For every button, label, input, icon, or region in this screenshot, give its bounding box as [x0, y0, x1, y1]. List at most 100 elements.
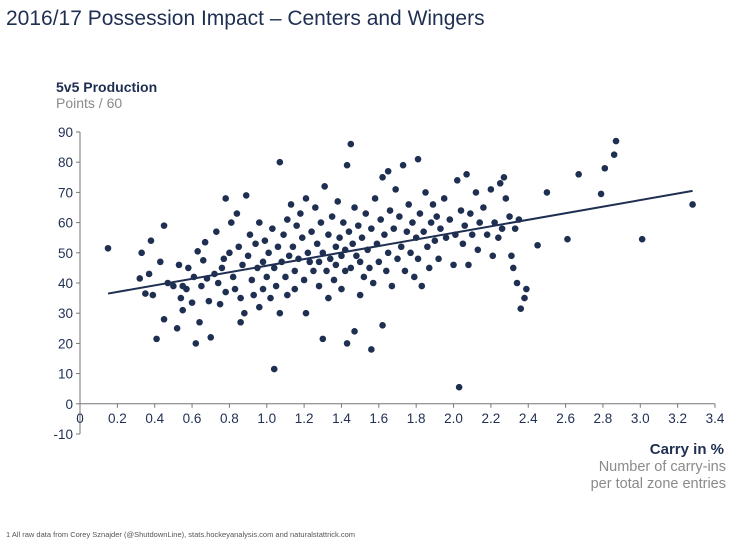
data-point: [270, 365, 278, 373]
y-tick-label: 0: [65, 397, 73, 412]
y-tick-label: 90: [58, 125, 73, 140]
data-point: [237, 294, 244, 302]
data-point: [534, 241, 541, 249]
data-point: [145, 270, 153, 278]
data-point: [302, 195, 310, 202]
data-point: [220, 255, 228, 263]
data-point: [255, 219, 263, 226]
data-point: [205, 297, 213, 305]
data-point: [276, 158, 284, 166]
x-axis-subtitle-line-2: per total zone entries: [590, 476, 726, 492]
data-point: [351, 328, 358, 335]
data-point: [160, 222, 168, 229]
data-point: [382, 267, 390, 275]
data-point: [291, 267, 299, 275]
data-point: [248, 276, 256, 284]
data-point: [354, 222, 362, 229]
data-point: [291, 285, 299, 293]
data-point: [177, 294, 185, 302]
data-point: [487, 186, 495, 193]
data-point: [284, 291, 291, 299]
data-point: [356, 258, 364, 266]
data-point: [183, 285, 190, 293]
x-tick-label: 3.0: [631, 411, 650, 426]
data-point: [379, 321, 386, 329]
data-point: [289, 243, 297, 251]
data-point: [509, 264, 517, 272]
data-point: [199, 257, 207, 264]
data-point: [276, 309, 284, 317]
data-point: [450, 261, 457, 269]
data-point: [343, 161, 351, 169]
x-tick-label: 2.2: [481, 411, 500, 426]
data-point: [407, 249, 414, 257]
data-point: [366, 264, 373, 272]
data-point: [575, 170, 582, 178]
data-point: [312, 204, 319, 211]
data-point: [405, 201, 413, 208]
data-point: [332, 261, 340, 269]
data-point: [353, 252, 360, 260]
data-point: [476, 219, 483, 226]
data-point: [502, 195, 510, 202]
data-point: [319, 335, 327, 343]
data-point: [242, 192, 250, 199]
y-tick-label: 20: [58, 336, 73, 351]
data-point: [282, 273, 289, 281]
y-tick-label: 70: [58, 185, 73, 200]
data-point: [222, 288, 229, 296]
x-axis-title: Carry in %: [649, 441, 724, 458]
data-point: [375, 258, 383, 266]
data-point: [261, 237, 269, 245]
data-point: [521, 294, 528, 302]
data-point: [338, 285, 345, 293]
data-point: [298, 234, 306, 241]
data-point: [347, 264, 355, 272]
data-point: [384, 249, 392, 257]
data-point: [523, 285, 530, 293]
data-point: [474, 246, 482, 254]
x-tick-label: 0.8: [220, 411, 239, 426]
data-point: [160, 315, 168, 323]
data-point: [461, 222, 469, 229]
data-point: [427, 219, 435, 226]
data-point: [465, 261, 472, 269]
data-point: [265, 249, 272, 257]
data-point: [308, 228, 315, 235]
data-point: [213, 228, 220, 235]
y-tick-label: 50: [58, 246, 73, 261]
data-point: [384, 167, 392, 175]
data-point: [259, 258, 267, 266]
data-point: [323, 267, 330, 275]
data-point: [543, 189, 551, 196]
data-point: [437, 225, 444, 232]
data-point: [192, 340, 200, 347]
data-point: [411, 273, 418, 281]
data-point: [326, 255, 334, 263]
data-point: [332, 243, 340, 251]
x-tick-label: 0.4: [145, 411, 164, 426]
data-point: [498, 225, 506, 232]
data-point: [472, 189, 480, 196]
data-point: [414, 255, 422, 263]
data-point: [377, 216, 384, 223]
x-tick-label: 3.4: [706, 411, 725, 426]
data-point: [136, 275, 144, 282]
data-point: [321, 183, 328, 190]
data-point: [302, 309, 310, 317]
y-tick-label: 80: [58, 155, 73, 170]
data-point: [459, 240, 467, 248]
data-point: [368, 225, 375, 232]
data-point: [179, 306, 187, 314]
y-tick-label: 60: [58, 216, 73, 231]
data-point: [237, 318, 244, 326]
x-tick-label: 2.8: [594, 411, 613, 426]
y-axis-subtitle: Points / 60: [56, 95, 123, 111]
data-point: [216, 300, 224, 308]
data-point: [263, 273, 271, 281]
data-point: [394, 255, 401, 263]
data-point: [138, 249, 145, 257]
data-point: [198, 282, 205, 290]
data-point: [170, 282, 177, 290]
